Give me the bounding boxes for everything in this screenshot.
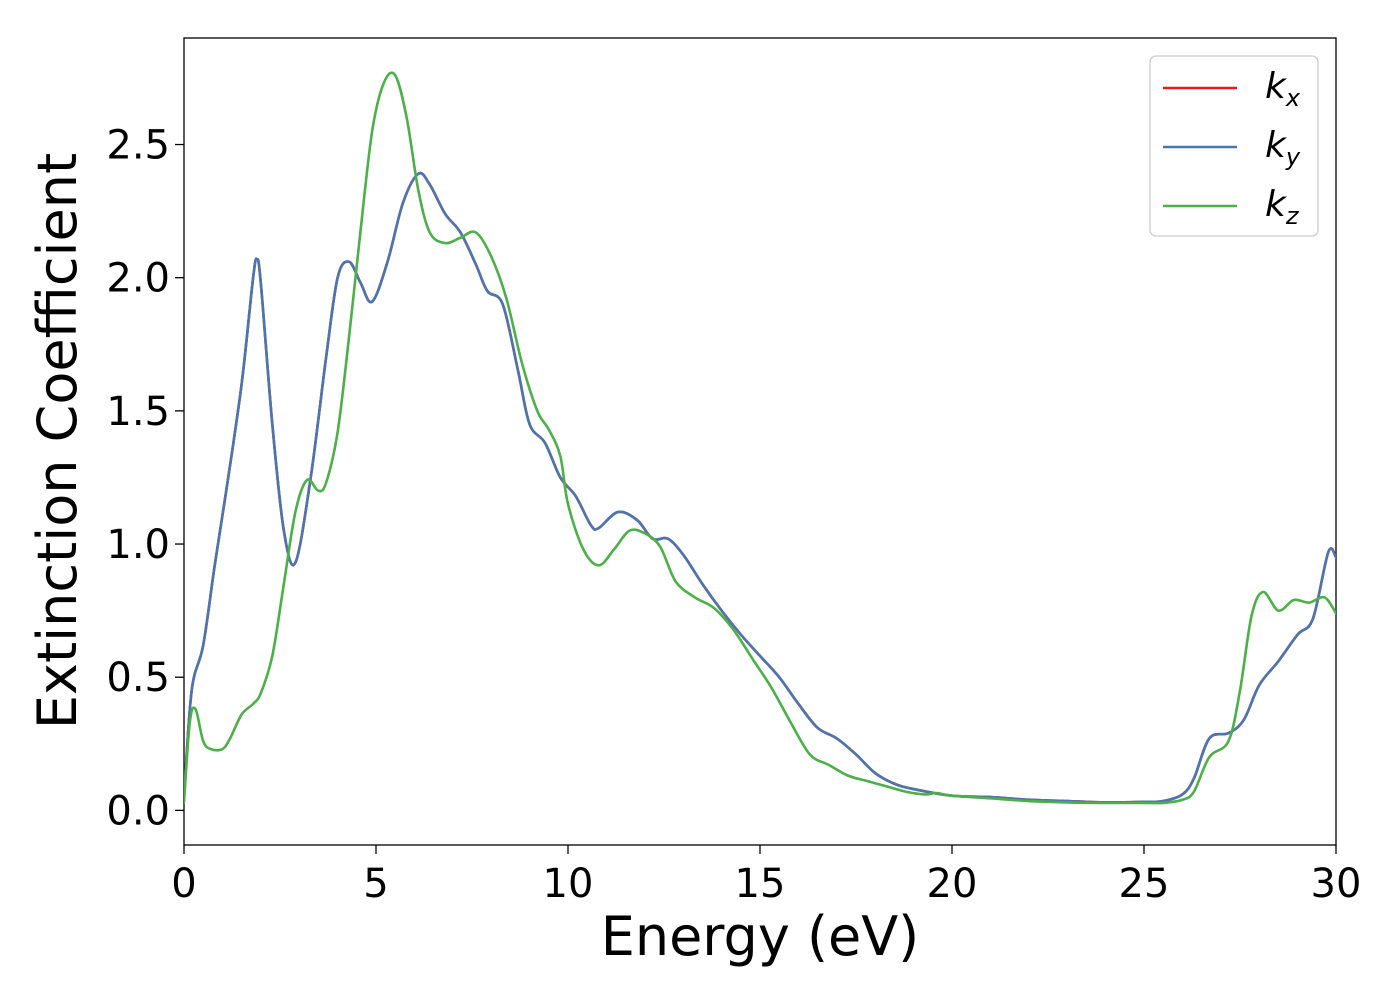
y-tick-label: 1.5 — [106, 389, 170, 435]
legend-label-ky: ky — [1265, 125, 1301, 171]
x-tick-label: 15 — [735, 861, 786, 907]
series-line-kz — [184, 71, 1336, 805]
legend-label-kx: kx — [1265, 66, 1301, 112]
x-tick-label: 30 — [1311, 861, 1362, 907]
x-tick-label: 5 — [363, 861, 388, 907]
y-tick-label: 2.0 — [106, 256, 170, 302]
y-tick-label: 1.0 — [106, 522, 170, 568]
y-axis-ticks: 0.0 0.5 1.0 1.5 2.0 2.5 — [106, 123, 184, 834]
legend-label-kz: kz — [1265, 184, 1300, 230]
y-tick-label: 0.0 — [106, 788, 170, 834]
x-axis-ticks: 0 5 10 15 20 25 30 — [171, 845, 1361, 907]
y-tick-label: 0.5 — [106, 655, 170, 701]
legend: kx ky kz — [1149, 55, 1319, 237]
legend-entries: kx ky kz — [1163, 66, 1301, 230]
x-tick-label: 20 — [927, 861, 978, 907]
x-tick-label: 10 — [543, 861, 594, 907]
y-tick-label: 2.5 — [106, 123, 170, 169]
series-layer — [184, 71, 1336, 805]
y-axis-label: Extinction Coefficient — [26, 153, 89, 729]
x-tick-label: 0 — [171, 861, 196, 907]
x-axis-label: Energy (eV) — [601, 905, 920, 968]
x-tick-label: 25 — [1119, 861, 1170, 907]
